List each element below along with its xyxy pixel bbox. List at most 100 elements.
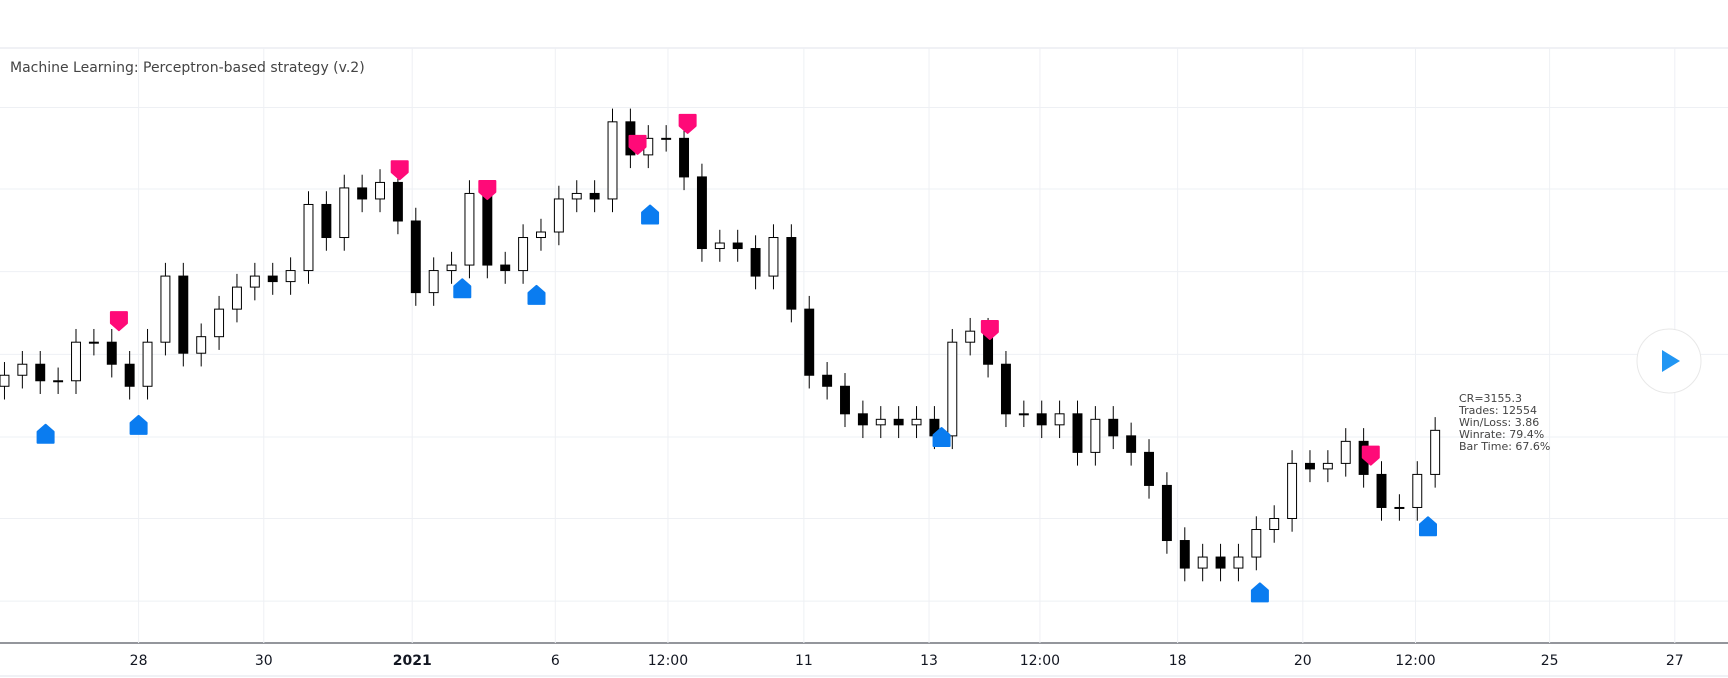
candle-body: [1179, 540, 1190, 569]
candle-body: [392, 181, 403, 222]
candle-body: [1412, 473, 1423, 508]
play-button[interactable]: [1636, 328, 1702, 394]
signal-marker: [1419, 516, 1437, 537]
x-tick-label: 12:00: [1395, 653, 1435, 669]
candle-body: [1126, 435, 1137, 453]
candle-body: [1000, 363, 1011, 415]
candle-body: [1269, 517, 1280, 531]
candle-body: [1144, 451, 1154, 486]
stat-line: Bar Time: 67.6%: [1459, 440, 1550, 453]
candle-body: [321, 203, 332, 239]
candle-body: [357, 187, 368, 200]
candle-body: [71, 341, 81, 382]
stat-line: Trades: 12554: [1458, 404, 1537, 417]
signal-marker: [628, 134, 647, 155]
candle-body: [285, 270, 296, 283]
chart-title: Machine Learning: Perceptron-based strat…: [10, 60, 365, 76]
x-tick-label: 12:00: [1020, 653, 1060, 669]
candle-body: [1161, 484, 1172, 542]
candle-body: [875, 418, 886, 426]
candle-body: [804, 308, 815, 376]
stat-line: Win/Loss: 3.86: [1459, 416, 1539, 429]
candle-body: [1305, 462, 1315, 470]
x-tick-label: 20: [1294, 653, 1312, 669]
signal-marker: [109, 311, 128, 332]
candle-body: [1036, 413, 1047, 426]
candle-body: [124, 363, 135, 387]
candle-body: [303, 203, 314, 272]
candle-body: [1215, 556, 1226, 569]
play-icon[interactable]: [1662, 350, 1680, 372]
candle-body: [1376, 473, 1387, 508]
candle-body: [1090, 418, 1101, 453]
candle-body: [1430, 429, 1441, 475]
candle-body: [893, 418, 904, 426]
candle-body: [1108, 418, 1119, 437]
candle-body: [750, 248, 761, 277]
candle-body: [160, 275, 171, 343]
candle-body: [231, 286, 242, 310]
x-tick-label: 25: [1541, 653, 1559, 669]
candle-body: [589, 192, 600, 200]
candle-body: [947, 341, 958, 437]
candle-body: [857, 413, 868, 426]
grid: [0, 48, 1728, 643]
x-tick-label: 28: [130, 653, 148, 669]
candle-body: [375, 181, 385, 200]
candle-body: [553, 198, 564, 233]
candle-body: [768, 237, 779, 277]
candle-body: [142, 341, 153, 387]
x-tick-label: 12:00: [648, 653, 688, 669]
candle-body: [911, 418, 922, 426]
candle-body: [840, 385, 850, 415]
candle-body: [696, 176, 707, 250]
x-tick-label: 2021: [393, 653, 432, 669]
x-tick-label: 18: [1169, 653, 1187, 669]
signal-marker: [527, 284, 546, 305]
candle-body: [1322, 462, 1333, 470]
signal-marker: [1361, 445, 1380, 466]
candle-body: [106, 341, 117, 365]
stat-line: CR=3155.3: [1459, 392, 1522, 405]
candle-body: [267, 275, 278, 283]
candle-body: [35, 363, 46, 382]
candle-body: [518, 237, 529, 272]
candle-body: [1018, 413, 1029, 416]
candle-body: [786, 237, 797, 310]
candle-body: [1394, 506, 1405, 509]
candle-body: [536, 231, 546, 239]
candle-body: [1197, 556, 1208, 569]
candle-body: [88, 341, 99, 344]
candle-body: [17, 363, 28, 376]
candle-body: [661, 137, 672, 140]
signal-marker: [980, 319, 999, 340]
candle-body: [410, 220, 421, 294]
candle-body: [464, 192, 475, 266]
candle-body: [214, 308, 225, 338]
x-tick-label: 11: [795, 653, 813, 669]
candle-body: [732, 242, 743, 250]
candle-body: [679, 137, 690, 178]
signal-marker: [453, 278, 472, 299]
candles: [0, 108, 1441, 582]
candle-body: [714, 242, 725, 250]
candle-body: [428, 270, 439, 294]
candle-body: [53, 380, 64, 383]
signal-marker: [478, 180, 497, 201]
candle-body: [1340, 440, 1351, 464]
candle-body: [1054, 413, 1065, 426]
candle-body: [482, 192, 493, 266]
x-tick-label: 27: [1666, 653, 1684, 669]
candle-body: [196, 336, 207, 354]
candle-body: [178, 275, 189, 354]
x-tick-label: 30: [255, 653, 273, 669]
x-tick-label: 6: [551, 653, 560, 669]
candle-body: [1287, 462, 1298, 519]
candle-body: [1233, 556, 1244, 569]
signal-marker: [932, 427, 951, 448]
candle-body: [965, 330, 976, 343]
signals: [36, 113, 1437, 603]
